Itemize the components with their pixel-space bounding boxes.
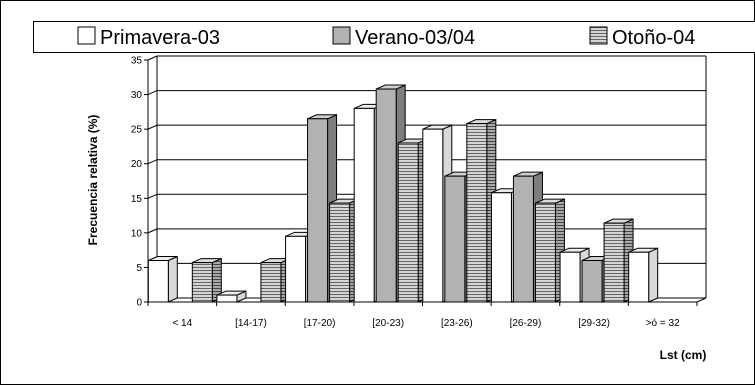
bar-front bbox=[422, 128, 444, 303]
bar-front bbox=[147, 260, 169, 303]
x-tick-label: [23-26) bbox=[441, 318, 473, 329]
y-tick-label: 30 bbox=[131, 90, 143, 101]
y-tick-label: 15 bbox=[131, 194, 143, 205]
legend-swatch-otono bbox=[589, 26, 608, 45]
bar-front bbox=[285, 235, 307, 303]
y-tick-label: 10 bbox=[131, 228, 143, 239]
legend-swatch-primavera bbox=[77, 26, 96, 45]
x-tick-label: [26-29) bbox=[510, 318, 542, 329]
legend-swatch-verano bbox=[332, 26, 351, 45]
legend-label-otono: Otoño-04 bbox=[612, 27, 695, 49]
bar-Primavera-03 bbox=[628, 247, 659, 303]
gridline-depth bbox=[147, 193, 158, 199]
bar-front bbox=[603, 222, 625, 303]
bar-Primavera-03 bbox=[216, 290, 247, 303]
y-tick-label: 25 bbox=[131, 125, 143, 136]
bar-front bbox=[628, 251, 650, 303]
bar-front bbox=[466, 123, 488, 303]
bars bbox=[147, 84, 659, 303]
floor-right-edge bbox=[696, 297, 707, 303]
gridline-depth bbox=[147, 124, 158, 130]
x-tick-label: < 14 bbox=[172, 318, 192, 329]
bar-Primavera-03 bbox=[147, 255, 178, 303]
bar-front bbox=[512, 175, 534, 303]
y-axis-title: Frecuencia relativa (%) bbox=[86, 115, 100, 246]
y-tick-label: 35 bbox=[131, 56, 143, 67]
legend-label-primavera: Primavera-03 bbox=[100, 27, 220, 49]
bar-front bbox=[353, 107, 375, 303]
y-tick-label: 20 bbox=[131, 159, 143, 170]
bar-side bbox=[648, 247, 659, 303]
legend: Primavera-03 Verano-03/04 Otoño-04 bbox=[33, 21, 755, 53]
bar-front bbox=[216, 294, 238, 303]
bar-side bbox=[167, 255, 178, 303]
bar-Otoño-04 bbox=[191, 257, 222, 303]
bar-front bbox=[397, 142, 419, 303]
bar-front bbox=[375, 88, 397, 303]
bar-front bbox=[307, 118, 329, 303]
y-tick-label: 0 bbox=[136, 298, 142, 309]
gridline-depth bbox=[147, 55, 158, 61]
y-tick-label: 5 bbox=[136, 263, 142, 274]
bar-front bbox=[260, 262, 282, 303]
gridline-depth bbox=[147, 90, 158, 96]
legend-label-verano: Verano-03/04 bbox=[355, 27, 475, 49]
x-tick-label: [29-32) bbox=[578, 318, 610, 329]
gridline-depth bbox=[147, 159, 158, 165]
tick-labels: 0 5 10 15 20 25 30 35 < 14 [14-17) [17-20) [20-23) [… bbox=[131, 56, 680, 330]
bar-front bbox=[581, 260, 603, 303]
legend-box bbox=[33, 21, 755, 53]
gridline-depth bbox=[147, 228, 158, 234]
bar-front bbox=[490, 192, 512, 303]
bar-front bbox=[329, 202, 351, 303]
x-tick-label: [14-17) bbox=[235, 318, 267, 329]
x-axis-title: Lst (cm) bbox=[660, 348, 707, 362]
bar-front bbox=[534, 202, 556, 303]
x-tick-label: [20-23) bbox=[372, 318, 404, 329]
bar-front bbox=[444, 175, 466, 303]
bar-front bbox=[559, 251, 581, 303]
bar-front bbox=[191, 262, 213, 303]
x-tick-label: >ó = 32 bbox=[646, 318, 680, 329]
x-tick-label: [17-20) bbox=[304, 318, 336, 329]
